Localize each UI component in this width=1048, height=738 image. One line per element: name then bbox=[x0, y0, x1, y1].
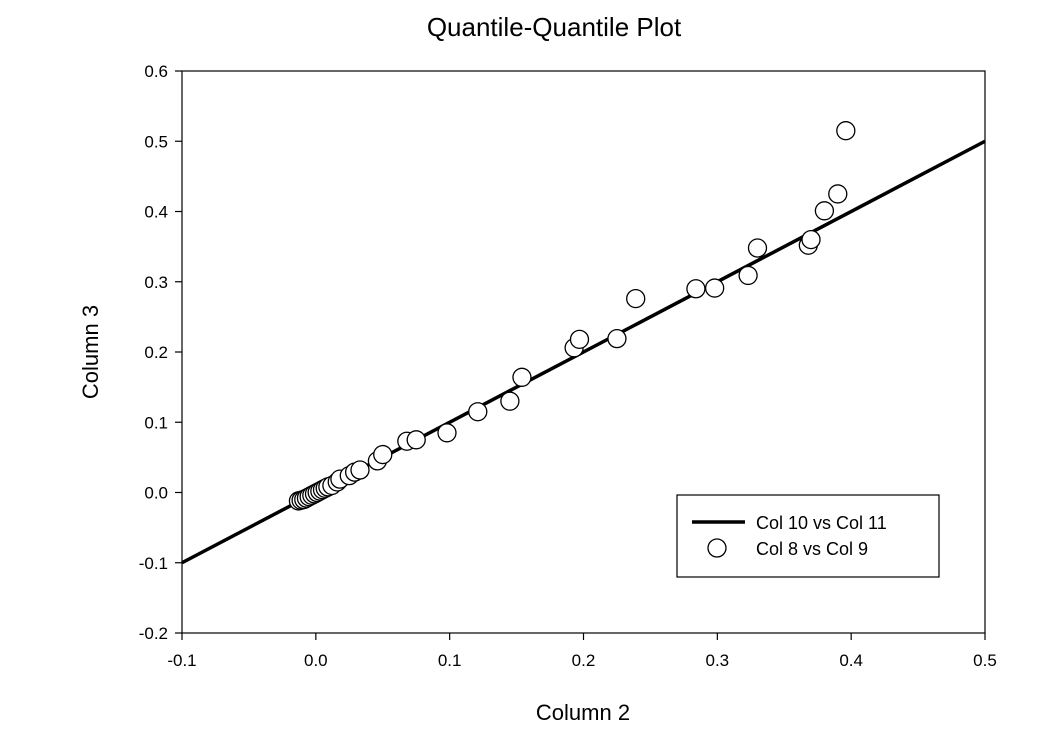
data-point bbox=[569, 329, 590, 350]
data-point bbox=[738, 265, 758, 286]
x-tick-label: 0.5 bbox=[973, 651, 997, 670]
data-point bbox=[373, 444, 393, 465]
x-tick-label: 0.4 bbox=[839, 651, 863, 670]
chart-title: Quantile-Quantile Plot bbox=[427, 12, 682, 42]
x-tick-label: 0.1 bbox=[438, 651, 462, 670]
legend-circle-icon bbox=[707, 538, 727, 558]
y-tick-label: -0.1 bbox=[139, 554, 168, 573]
y-tick-label: 0.4 bbox=[144, 203, 168, 222]
y-tick-label: 0.3 bbox=[144, 273, 168, 292]
x-tick-label: -0.1 bbox=[167, 651, 196, 670]
scatter-series bbox=[288, 121, 856, 511]
legend: Col 10 vs Col 11 Col 8 vs Col 9 bbox=[676, 494, 940, 578]
data-point bbox=[686, 279, 706, 299]
data-point bbox=[705, 278, 725, 298]
data-point bbox=[828, 184, 848, 204]
y-tick-label: 0.5 bbox=[144, 132, 168, 151]
data-point bbox=[406, 430, 426, 450]
y-tick-label: -0.2 bbox=[139, 624, 168, 643]
y-tick-label: 0.2 bbox=[144, 343, 168, 362]
data-point bbox=[607, 329, 627, 349]
data-point bbox=[747, 238, 768, 258]
y-tick-label: 0.0 bbox=[144, 484, 168, 503]
y-tick-label: 0.6 bbox=[144, 62, 168, 81]
x-tick-label: 0.3 bbox=[706, 651, 730, 670]
x-tick-label: 0.0 bbox=[304, 651, 328, 670]
data-point bbox=[801, 229, 821, 250]
legend-label-line: Col 10 vs Col 11 bbox=[756, 513, 887, 533]
data-point bbox=[437, 423, 457, 443]
y-axis: -0.2 -0.1 0.0 0.1 0.2 0.3 0.4 0.5 0.6 bbox=[139, 62, 182, 643]
data-point bbox=[350, 460, 370, 480]
legend-label-points: Col 8 vs Col 9 bbox=[756, 539, 868, 559]
data-point bbox=[836, 121, 856, 141]
legend-box bbox=[676, 494, 940, 578]
x-axis: -0.1 0.0 0.1 0.2 0.3 0.4 0.5 bbox=[167, 633, 997, 670]
y-tick-label: 0.1 bbox=[144, 413, 168, 432]
data-point bbox=[500, 391, 520, 411]
data-point bbox=[814, 201, 835, 221]
data-point bbox=[468, 402, 488, 422]
x-tick-label: 0.2 bbox=[572, 651, 596, 670]
y-axis-label: Column 3 bbox=[78, 305, 103, 399]
data-point bbox=[626, 288, 646, 309]
plot-area: -0.1 0.0 0.1 0.2 0.3 0.4 0.5 -0.2 -0.1 0.0 0.1 0.2… bbox=[139, 62, 997, 670]
x-axis-label: Column 2 bbox=[536, 700, 630, 725]
data-point bbox=[512, 367, 532, 387]
